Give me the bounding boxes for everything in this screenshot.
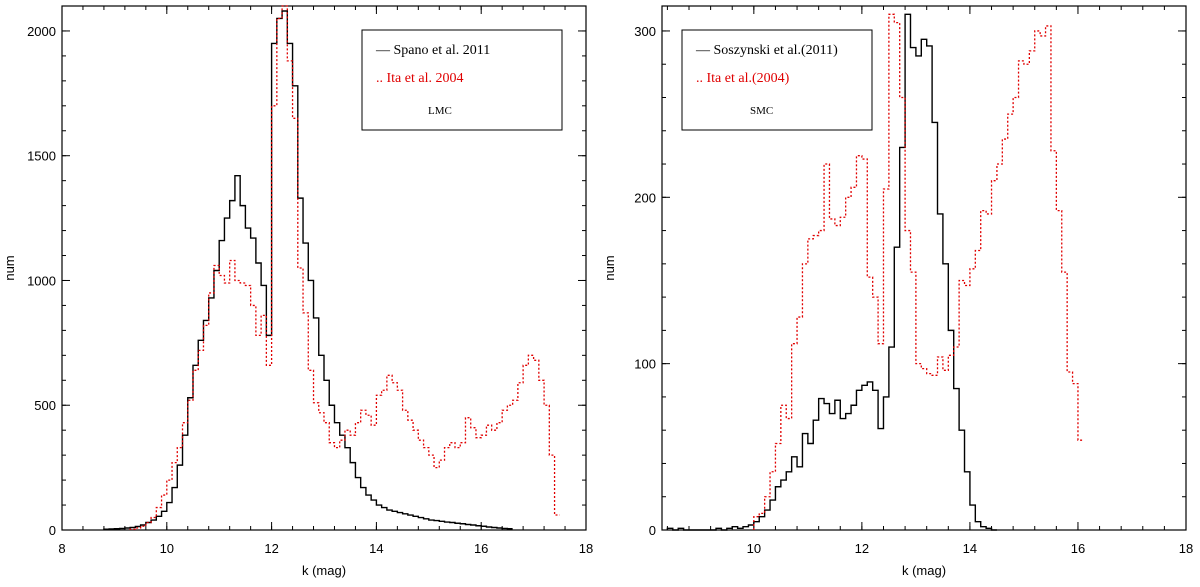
- y-axis-label: num: [602, 255, 617, 280]
- y-tick-label: 2000: [27, 24, 56, 39]
- series-line: [103, 10, 513, 530]
- plot-frame: [61, 5, 587, 531]
- series-line: [129, 5, 560, 530]
- series-line: [753, 13, 1084, 530]
- x-tick-label: 12: [264, 541, 278, 556]
- legend-note: SMC: [750, 105, 773, 117]
- x-tick-label: 8: [58, 541, 65, 556]
- x-axis-label: k (mag): [902, 563, 946, 578]
- x-tick-label: 14: [369, 541, 383, 556]
- x-tick-label: 18: [1179, 541, 1193, 556]
- legend-box: [681, 29, 873, 131]
- y-tick-label: 0: [649, 523, 656, 538]
- series-line: [666, 13, 997, 531]
- legend-entry: .. Ita et al.(2004): [696, 71, 790, 86]
- x-tick-label: 18: [579, 541, 593, 556]
- y-tick-label: 500: [34, 398, 56, 413]
- smc-histogram-panel: 10 12 14 16 18 0 100 200 300 k (mag) num — Soszy…: [602, 5, 1193, 578]
- x-tick-label: 16: [474, 541, 488, 556]
- legend: — Soszynski et al.(2011) .. Ita et al.(20…: [681, 29, 873, 131]
- x-axis-label: k (mag): [302, 563, 346, 578]
- series-group: [666, 13, 1084, 531]
- y-tick-label: 100: [634, 357, 656, 372]
- x-tick-label: 10: [747, 541, 761, 556]
- y-axis-label: num: [2, 255, 17, 280]
- y-tick-label: 1500: [27, 149, 56, 164]
- legend-entry: — Soszynski et al.(2011): [695, 43, 838, 58]
- legend-entry: .. Ita et al. 2004: [376, 71, 463, 86]
- y-tick-label: 200: [634, 190, 656, 205]
- x-tick-label: 16: [1071, 541, 1085, 556]
- y-tick-label: 0: [49, 523, 56, 538]
- x-tick-label: 14: [963, 541, 977, 556]
- series-group: [103, 5, 560, 530]
- y-tick-label: 1000: [27, 273, 56, 288]
- legend-note: LMC: [428, 105, 452, 117]
- legend-box: [361, 29, 563, 131]
- x-tick-label: 10: [160, 541, 174, 556]
- axis-ticks: 10 12 14 16 18 0 100 200 300: [634, 6, 1193, 556]
- y-tick-label: 300: [634, 24, 656, 39]
- legend: — Spano et al. 2011 .. Ita et al. 2004 LMC: [361, 29, 563, 131]
- axis-ticks: 8 10 12 14 16 18 0 500 1000 1500 2000: [27, 5, 593, 556]
- legend-entry: — Spano et al. 2011: [375, 43, 490, 58]
- x-tick-label: 12: [855, 541, 869, 556]
- plot-frame: [661, 5, 1187, 531]
